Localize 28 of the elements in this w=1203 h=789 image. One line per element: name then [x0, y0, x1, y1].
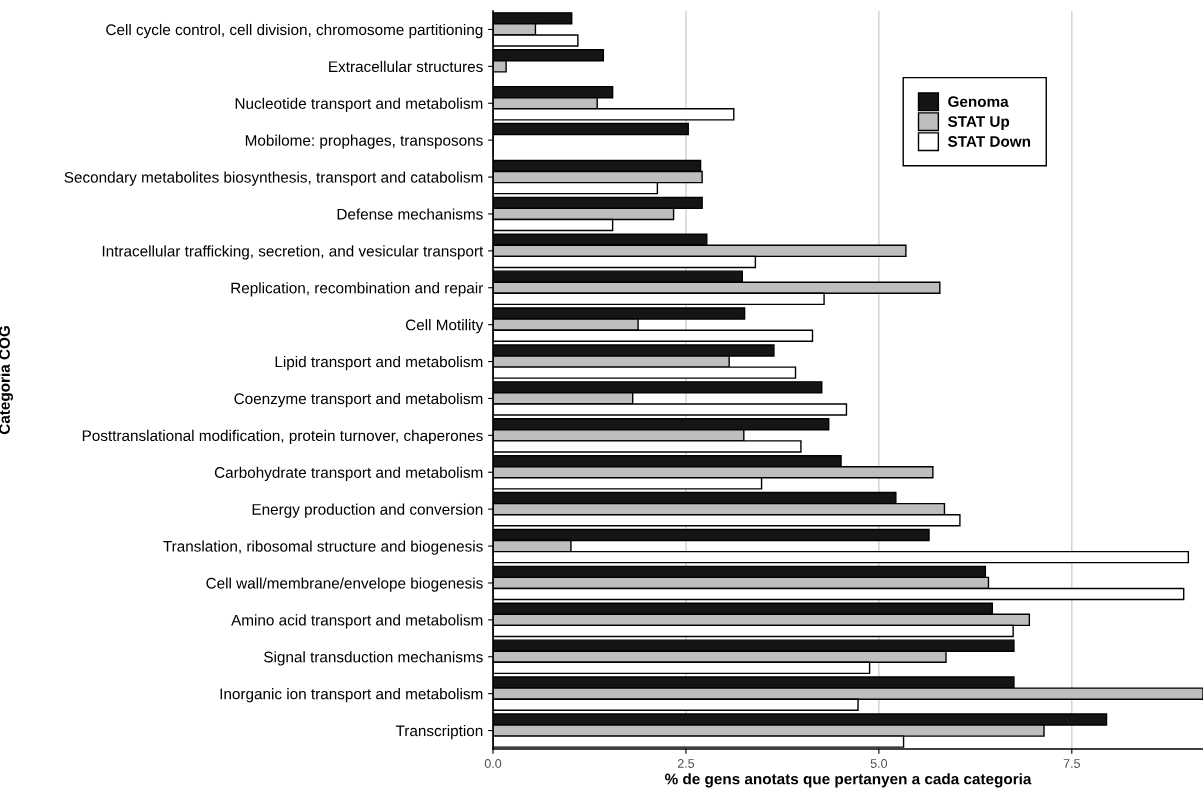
legend-label: Genoma: [948, 96, 1009, 108]
y-tick-label: Replication, recombination and repair: [231, 282, 484, 297]
y-tick-label: Transcription: [395, 725, 483, 740]
y-tick-label: Intracellular trafficking, secretion, and vesicular transport: [102, 245, 484, 260]
legend-label: STAT Up: [947, 116, 1010, 130]
y-tick-label: Amino acid transport and metabolism: [231, 614, 483, 629]
y-tick-label: Defense mechanisms: [337, 208, 483, 220]
y-tick-label: Coenzyme transport and metabolism: [234, 392, 483, 408]
y-tick-label: Cell cycle control, cell division, chromosome partitioning: [106, 23, 483, 39]
y-tick-label: Energy production and conversion: [252, 503, 483, 518]
y-tick-label: Carbohydrate transport and metabolism: [214, 466, 483, 481]
legend-label: STAT Down: [947, 136, 1031, 147]
x-axis-title: % de gens anotats que pertanyen a cada categoria: [665, 773, 1032, 788]
y-tick-label: Extracellular structures: [329, 60, 483, 73]
y-tick-label: Cell Motility: [405, 319, 484, 334]
y-tick-label: Mobilome: prophages, transposons: [245, 134, 483, 149]
y-tick-label: Lipid transport and metabolism: [275, 356, 483, 371]
y-tick-label: Inorganic ion transport and metabolism: [220, 688, 483, 703]
x-tick-label: 2.5: [677, 759, 695, 768]
x-tick-label: 0.0: [484, 759, 502, 768]
y-tick-label: Posttranslational modification, protein turnover, chaperones: [82, 429, 483, 445]
y-tick-label: Translation, ribosomal structure and biogenesis: [163, 540, 483, 555]
y-tick-label: Secondary metabolites biosynthesis, transport and catabolism: [64, 171, 483, 186]
x-tick-label: 5.0: [870, 759, 888, 768]
x-tick-label: 7.5: [1063, 759, 1080, 768]
y-tick-label: Signal transduction mechanisms: [264, 651, 483, 666]
y-tick-label: Nucleotide transport and metabolism: [235, 97, 483, 112]
y-tick-label: Cell wall/membrane/envelope biogenesis: [206, 577, 483, 592]
